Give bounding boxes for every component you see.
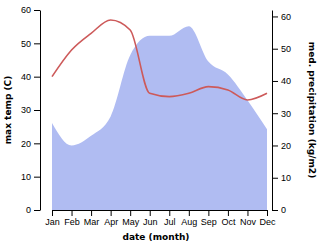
tick: 10	[21, 172, 40, 182]
tick: May	[122, 210, 140, 227]
tick-label: 30	[281, 109, 291, 119]
tick: 60	[21, 5, 40, 15]
tick: Oct	[221, 210, 236, 227]
tick: 0	[272, 205, 286, 215]
tick-mark	[34, 77, 40, 78]
tick-label: Oct	[221, 217, 236, 227]
tick: 20	[21, 139, 40, 149]
tick-mark	[91, 210, 92, 216]
x-axis: Jan Feb Mar Apr MayJun Jul Aug Sep Oct NovDec	[45, 210, 276, 227]
tick-label: 60	[281, 12, 291, 22]
tick-label: Dec	[259, 217, 276, 227]
tick-mark	[52, 210, 53, 216]
tick-label: Aug	[181, 217, 197, 227]
tick-label: 10	[21, 172, 31, 182]
tick-mark	[272, 16, 278, 17]
tick-mark	[34, 177, 40, 178]
tick-mark	[208, 210, 209, 216]
tick-mark	[72, 210, 73, 216]
tick-label: 40	[281, 76, 291, 86]
tick-label: 60	[21, 5, 31, 15]
tick: Jan	[45, 210, 60, 227]
tick-label: Sep	[201, 217, 217, 227]
tick-label: 30	[21, 105, 31, 115]
tick: 30	[21, 105, 40, 115]
tick-mark	[34, 143, 40, 144]
tick-mark	[272, 113, 278, 114]
tick-mark	[189, 210, 190, 216]
tick-mark	[272, 178, 278, 179]
tick: 40	[272, 76, 291, 86]
y-axis-line	[40, 11, 41, 211]
precipitation-area	[52, 26, 267, 210]
tick-mark	[34, 10, 40, 11]
tick-label: Apr	[104, 217, 118, 227]
tick-label: Jan	[45, 217, 60, 227]
tick-label: Mar	[84, 217, 100, 227]
tick-label: 40	[21, 72, 31, 82]
tick: 20	[272, 141, 291, 151]
tick: 0	[26, 205, 40, 215]
y-axis: 0 10 20 30 40 50 60	[21, 5, 41, 215]
chart: Jan Feb Mar Apr MayJun Jul Aug Sep Oct NovDec 0 10 2…	[0, 0, 318, 247]
tick-label: May	[122, 217, 140, 227]
tick-mark	[130, 210, 131, 216]
y-axis-title: max temp (C)	[3, 76, 13, 145]
temperature-line	[52, 20, 267, 100]
tick-label: 50	[21, 39, 31, 49]
tick-mark	[267, 210, 268, 216]
tick-mark	[272, 145, 278, 146]
tick: 50	[272, 44, 291, 54]
tick-mark	[272, 210, 278, 211]
tick-label: 0	[281, 205, 286, 215]
tick-label: Feb	[64, 217, 80, 227]
tick-mark	[111, 210, 112, 216]
tick: Dec	[259, 210, 276, 227]
plot-area	[52, 20, 267, 210]
x-axis-line	[53, 210, 268, 211]
y2-axis-title: med. precipitation (kg/m2)	[307, 42, 317, 178]
y2-axis-line	[272, 11, 273, 211]
tick: 30	[272, 109, 291, 119]
tick-mark	[150, 210, 151, 216]
tick: 60	[272, 12, 291, 22]
y2-axis: 0 10 20 30 40 50 60	[272, 11, 291, 216]
tick-mark	[34, 110, 40, 111]
tick: Jun	[143, 210, 158, 227]
tick-mark	[34, 210, 40, 211]
tick: Jul	[164, 210, 176, 227]
tick: Aug	[181, 210, 197, 227]
tick: Nov	[240, 210, 257, 227]
tick-label: 50	[281, 44, 291, 54]
tick: 10	[272, 173, 291, 183]
tick: Feb	[64, 210, 80, 227]
tick: 50	[21, 39, 40, 49]
tick-mark	[169, 210, 170, 216]
tick-label: 20	[21, 139, 31, 149]
tick-label: 20	[281, 141, 291, 151]
tick-mark	[247, 210, 248, 216]
tick-label: 0	[26, 205, 31, 215]
tick-mark	[34, 43, 40, 44]
tick-label: 10	[281, 173, 291, 183]
tick: 40	[21, 72, 40, 82]
tick-label: Jun	[143, 217, 158, 227]
tick: Apr	[104, 210, 118, 227]
tick-label: Jul	[164, 217, 176, 227]
x-axis-title: date (month)	[123, 232, 190, 242]
tick-label: Nov	[240, 217, 257, 227]
tick-mark	[272, 49, 278, 50]
tick: Mar	[84, 210, 100, 227]
tick-mark	[272, 81, 278, 82]
tick: Sep	[201, 210, 217, 227]
tick-mark	[228, 210, 229, 216]
